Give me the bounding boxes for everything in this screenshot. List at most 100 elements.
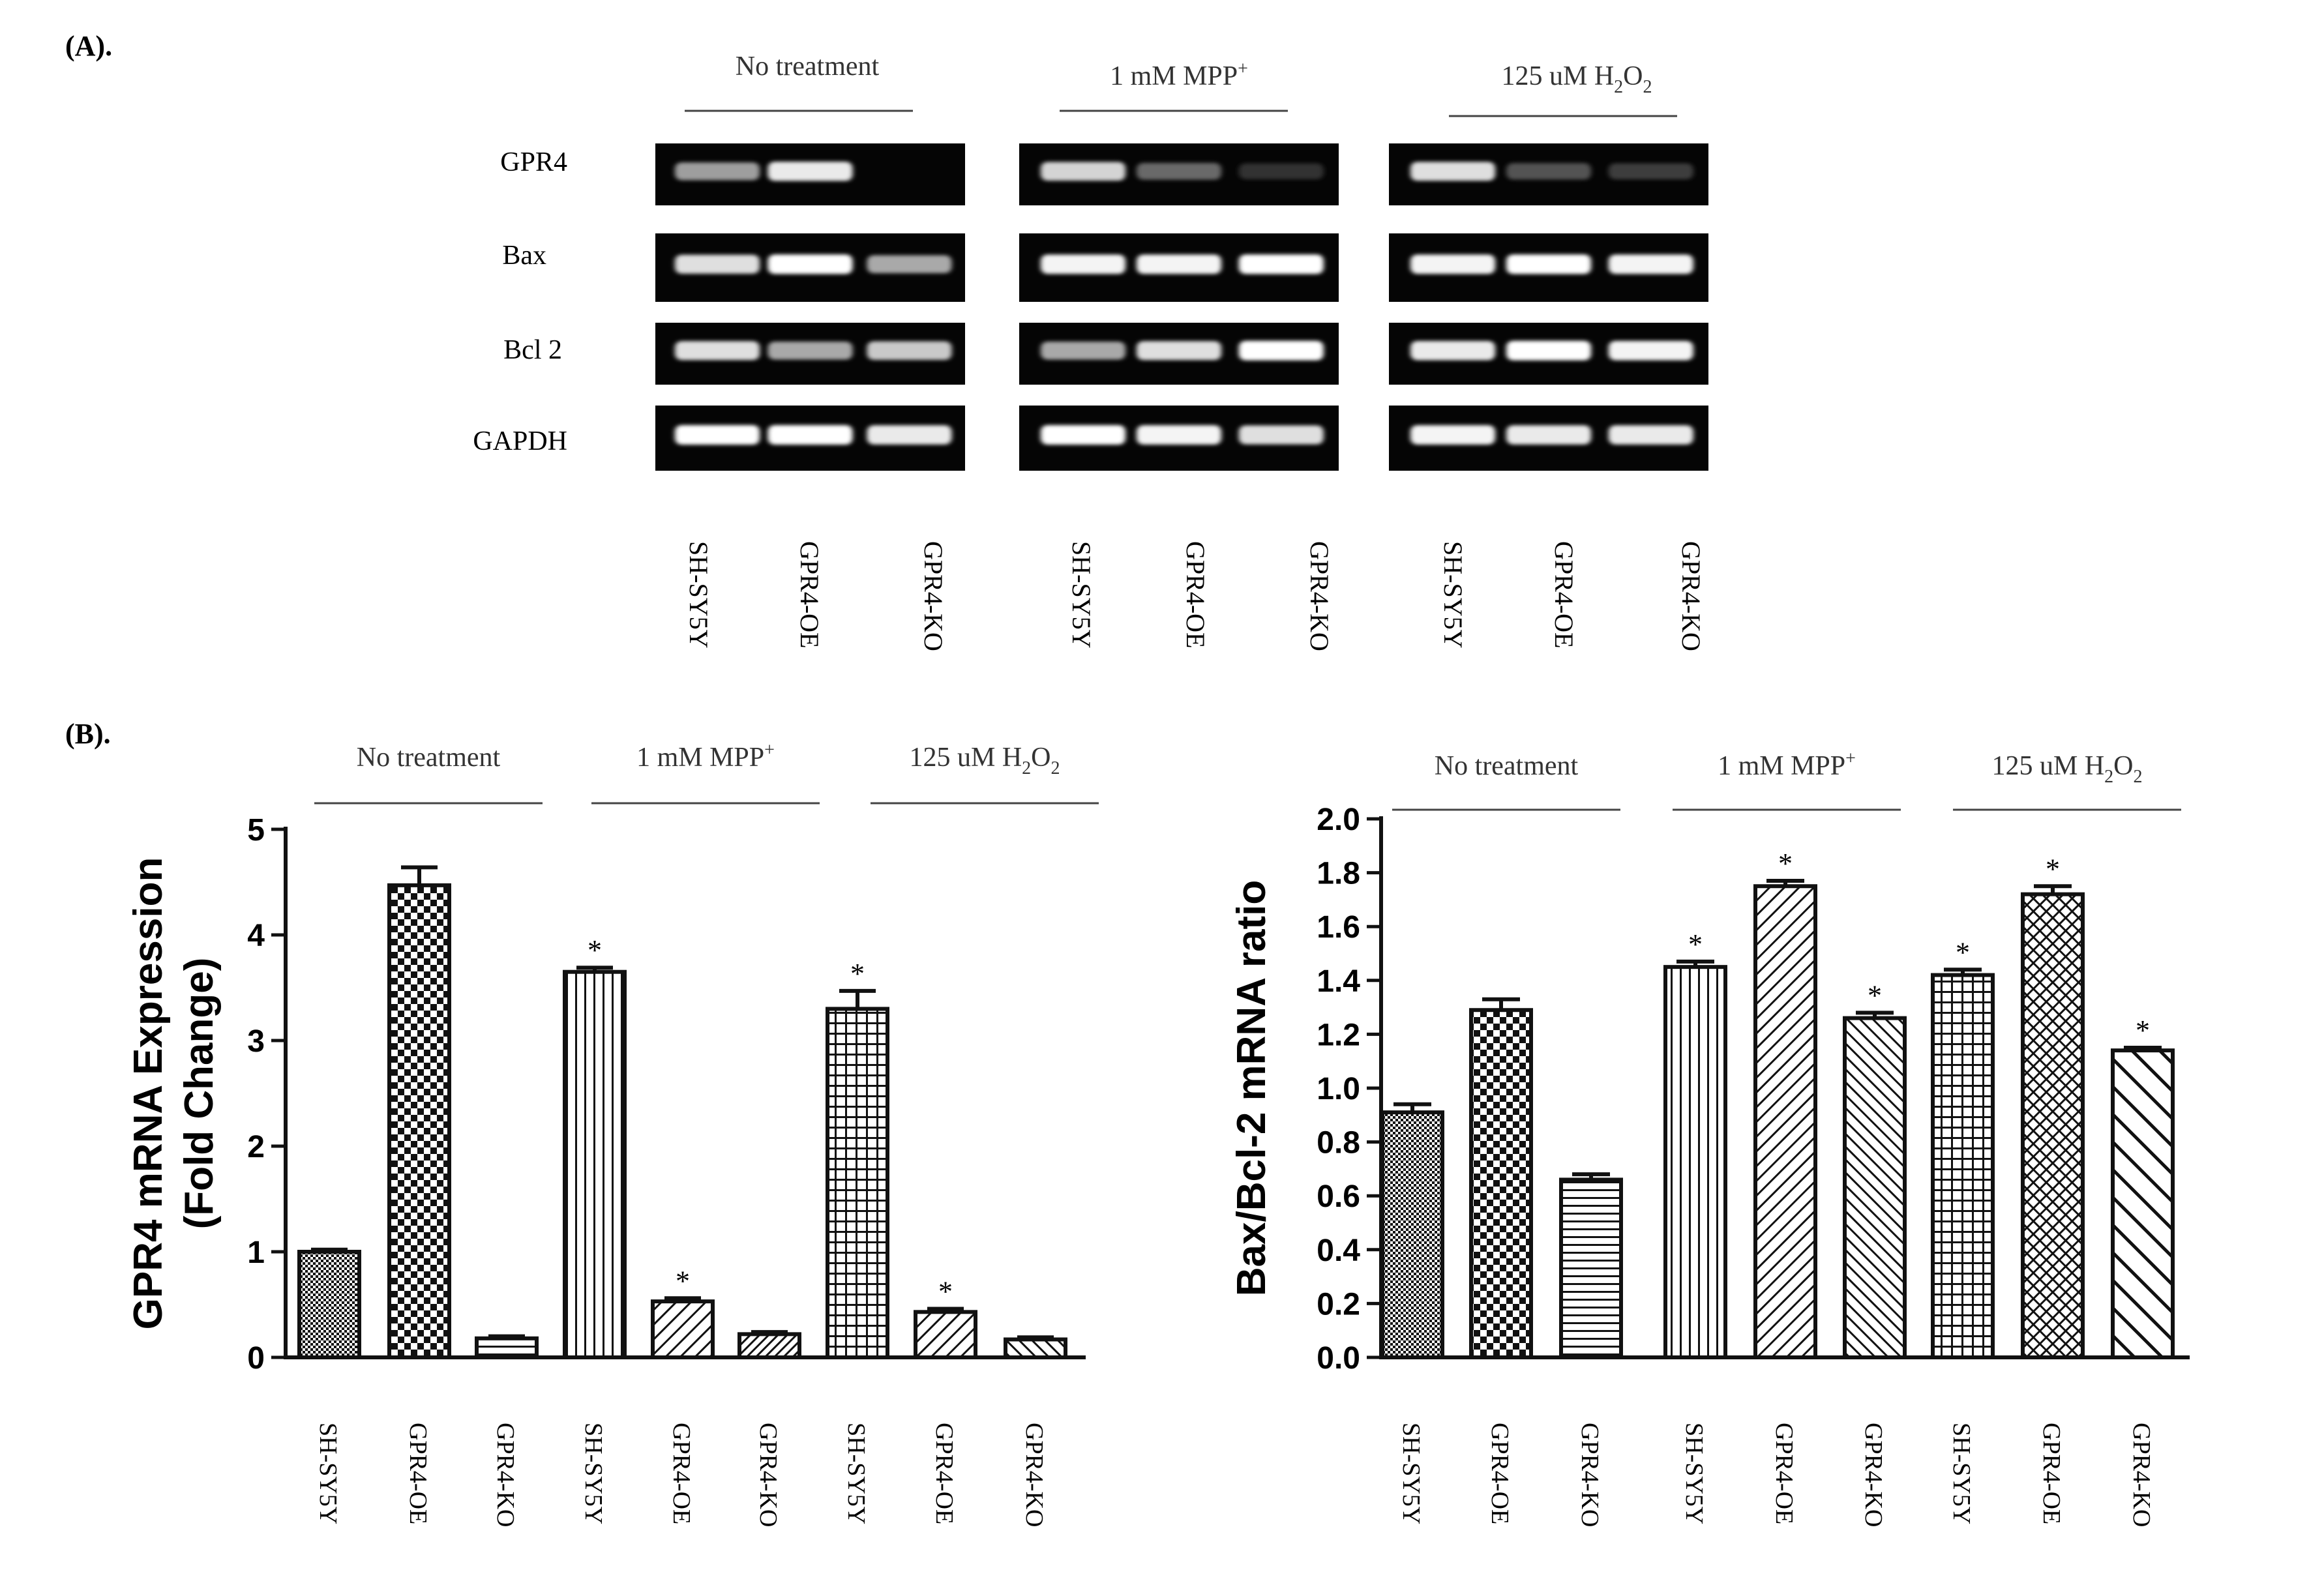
gel-band	[1137, 425, 1221, 445]
gel-group-header-h2o2: 125 uM H2O2	[1449, 61, 1677, 117]
panel-a-label: (A).	[65, 30, 112, 62]
gel-band	[1608, 163, 1693, 180]
y-tick-label: 4	[247, 919, 265, 953]
y-tick-label: 0	[247, 1341, 265, 1376]
gel-band	[767, 341, 853, 360]
gel-lane-label: SH-SY5Y	[684, 541, 713, 648]
x-tick-label: GPR4-KO	[2128, 1423, 2155, 1527]
bar	[2021, 892, 2085, 1359]
group-header-label: No treatment	[1435, 751, 1579, 781]
group-header-label: 125 uM H2O2	[909, 743, 1060, 778]
gel-group-label-sub: 2	[1643, 77, 1652, 97]
gel-band	[1041, 425, 1125, 445]
y-axis-label-line2: (Fold Change)	[177, 958, 222, 1230]
gel-band	[1608, 254, 1693, 274]
x-tick-label: SH-SY5Y	[314, 1423, 342, 1524]
bar	[1380, 1110, 1444, 1360]
group-header: No treatment	[314, 743, 543, 805]
y-axis-label: Bax/Bcl-2 mRNA ratio	[1229, 880, 1274, 1297]
gel-band	[767, 162, 853, 181]
bar	[475, 1336, 539, 1360]
gel-band	[675, 254, 760, 274]
significance-marker: *	[2136, 1014, 2150, 1046]
significance-marker: *	[1956, 936, 1970, 968]
gel-lane-labels: SH-SY5Y GPR4-OE GPR4-KO SH-SY5Y GPR4-OE GPR4-…	[684, 541, 1706, 651]
x-tick-label: GPR4-OE	[1770, 1423, 1798, 1524]
gel-band	[1238, 425, 1324, 445]
gel-band	[1137, 254, 1221, 274]
x-tick-label: GPR4-OE	[931, 1423, 958, 1524]
x-tick-label: SH-SY5Y	[842, 1423, 870, 1524]
gel-band	[1506, 340, 1591, 361]
bar	[914, 1310, 977, 1359]
gel-band	[1608, 340, 1693, 361]
gel-band	[1410, 341, 1495, 361]
x-tick-label: SH-SY5Y	[580, 1423, 607, 1524]
significance-marker: *	[676, 1265, 690, 1297]
gel-band	[1041, 341, 1125, 360]
gel-lane-label: SH-SY5Y	[1067, 541, 1096, 648]
gel-group-label-text: 125 uM H	[1501, 61, 1614, 91]
significance-marker: *	[1778, 848, 1793, 879]
group-header-label: 1 mM MPP+	[636, 740, 775, 773]
significance-marker: *	[1688, 928, 1703, 960]
gel-band	[1238, 163, 1324, 179]
y-tick-label: 3	[247, 1024, 265, 1059]
gel-row-label: GPR4	[500, 147, 567, 177]
x-tick-label: GPR4-OE	[668, 1423, 695, 1524]
gel-band	[767, 425, 853, 445]
group-header-label: 1 mM MPP+	[1718, 748, 1856, 781]
y-tick-label: 5	[247, 813, 265, 848]
gel-band	[1410, 254, 1495, 274]
gel-group-header-mpp: 1 mM MPP+	[1060, 59, 1288, 112]
gel-band	[1410, 425, 1495, 445]
x-tick-label: SH-SY5Y	[1397, 1423, 1425, 1524]
gel-group-label-mid: O	[1623, 61, 1643, 91]
x-tick-label: SH-SY5Y	[1948, 1423, 1975, 1524]
gel-band	[867, 341, 952, 360]
y-tick-label: 1.2	[1317, 1018, 1360, 1052]
group-header: 125 uM H2O2	[1953, 751, 2181, 811]
gel-band	[1238, 254, 1324, 274]
gel-lane-label: GPR4-KO	[1305, 541, 1334, 651]
gel-band	[675, 341, 760, 361]
gel-band	[867, 255, 952, 274]
bar	[1753, 884, 1817, 1359]
bar	[1559, 1177, 1623, 1360]
gel-band	[1238, 340, 1324, 361]
y-tick-label: 1.8	[1317, 857, 1360, 891]
gel-band	[1041, 162, 1125, 181]
gel-row-label: GAPDH	[473, 426, 567, 456]
y-tick-label: 1.6	[1317, 910, 1360, 945]
y-tick-label: 0.6	[1317, 1179, 1360, 1214]
y-tick-label: 2.0	[1317, 803, 1360, 837]
y-tick-label: 0.4	[1317, 1234, 1360, 1268]
gel-band	[1137, 162, 1221, 180]
x-tick-label: GPR4-KO	[1576, 1423, 1603, 1527]
gel-lane-label: GPR4-KO	[919, 541, 948, 651]
gel-band	[767, 254, 853, 274]
gel-row-label: Bax	[502, 241, 546, 271]
gel-lane-label: GPR4-OE	[1181, 541, 1210, 648]
group-header: 1 mM MPP+	[1673, 748, 1901, 811]
gel-group-label: 1 mM MPP+	[1110, 59, 1248, 91]
x-tick-label: GPR4-OE	[2038, 1423, 2065, 1524]
gel-band	[1506, 425, 1591, 445]
gel-group-label: No treatment	[736, 52, 880, 81]
gel-group-label-sub: 2	[1614, 77, 1623, 97]
gel-band	[1410, 162, 1495, 181]
gel-band	[1506, 163, 1591, 180]
gel-lane-label: GPR4-OE	[1549, 541, 1579, 648]
group-header-label: 125 uM H2O2	[1991, 751, 2142, 787]
gel-lane-label: SH-SY5Y	[1438, 541, 1468, 648]
x-tick-label: GPR4-KO	[754, 1423, 782, 1527]
significance-marker: *	[850, 958, 865, 990]
significance-marker: *	[938, 1275, 953, 1307]
y-tick-label: 1	[247, 1235, 265, 1270]
group-header: 1 mM MPP+	[591, 740, 820, 805]
x-tick-label: GPR4-OE	[1486, 1423, 1513, 1524]
x-tick-label: SH-SY5Y	[1680, 1423, 1708, 1524]
x-tick-label: GPR4-KO	[1020, 1423, 1048, 1527]
gel-band	[675, 425, 760, 445]
